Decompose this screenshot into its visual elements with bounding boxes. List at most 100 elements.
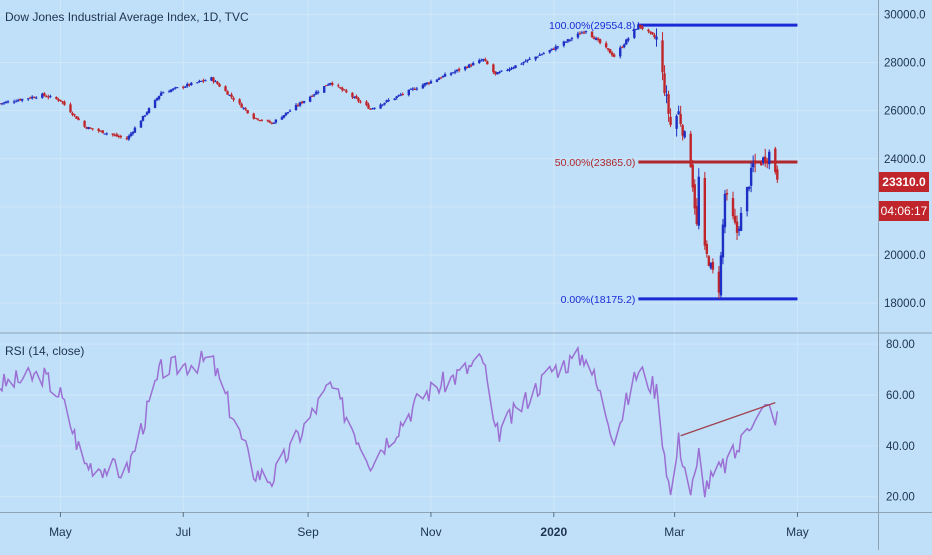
candle-body — [623, 44, 626, 48]
candle-body — [580, 32, 584, 34]
candle-body — [272, 122, 276, 124]
candle-body — [339, 87, 342, 89]
candle-body — [294, 104, 298, 111]
candle-body — [99, 130, 102, 132]
candle-body — [478, 60, 481, 64]
last-price-label: 23310.0 — [882, 175, 926, 189]
time-tick-label: Nov — [420, 525, 441, 539]
candle-body — [385, 100, 388, 102]
candle-body — [711, 261, 715, 270]
candle-body — [705, 243, 709, 254]
candle-body — [429, 81, 433, 84]
candle-body — [274, 119, 278, 123]
candle-body — [383, 102, 386, 105]
candle-body — [737, 228, 741, 231]
candle-body — [494, 71, 497, 74]
candle-body — [693, 184, 696, 209]
candle-body — [119, 135, 123, 138]
candle-body — [200, 80, 203, 82]
candle-body — [548, 50, 551, 53]
candle-body — [689, 133, 692, 168]
candle-body — [584, 31, 588, 33]
candle-body — [520, 63, 523, 65]
candle-body — [457, 68, 461, 71]
candle-body — [47, 96, 50, 98]
candle-body — [228, 94, 231, 96]
candle-body — [441, 75, 445, 78]
candle-body — [0, 103, 2, 105]
candle-body — [238, 99, 241, 104]
candle-body — [610, 52, 614, 56]
candle-body — [675, 115, 678, 129]
candle-body — [679, 113, 682, 124]
candle-body — [409, 88, 413, 90]
candle-body — [774, 148, 777, 173]
candle-body — [20, 98, 24, 101]
candle-body — [627, 38, 630, 41]
candle-body — [97, 128, 100, 132]
candle-body — [212, 77, 215, 82]
candle-body — [421, 84, 425, 89]
candle-body — [266, 120, 270, 122]
candle-body — [536, 56, 539, 58]
candle-body — [127, 135, 131, 140]
candle-body — [218, 84, 221, 87]
fib-level-label: 50.00%(23865.0) — [555, 157, 636, 169]
candle-body — [6, 101, 10, 103]
candle-body — [747, 186, 751, 190]
price-tick-label: 20000.0 — [884, 250, 926, 262]
candle-body — [415, 88, 419, 90]
candle-body — [286, 112, 290, 114]
candle-body — [455, 69, 459, 71]
candle-body — [204, 80, 207, 82]
candle-body — [641, 26, 644, 29]
candle-body — [367, 104, 370, 109]
candle-body — [101, 130, 104, 134]
candle-body — [542, 53, 545, 55]
candle-body — [401, 93, 404, 95]
rsi-divergence-trendline[interactable] — [680, 402, 776, 437]
candle-body — [612, 54, 616, 57]
candle-body — [725, 193, 729, 195]
candle-body — [745, 187, 749, 212]
time-tick-label: 2020 — [540, 525, 567, 539]
candle-body — [373, 107, 376, 109]
rsi-pane-background — [0, 334, 878, 512]
candle-body — [683, 131, 686, 138]
candle-body — [598, 39, 602, 44]
candle-body — [667, 94, 670, 114]
candle-body — [12, 101, 16, 103]
candle-body — [663, 73, 666, 94]
candle-body — [103, 133, 106, 135]
candle-body — [147, 108, 151, 113]
candle-body — [568, 39, 572, 41]
time-tick-label: May — [786, 525, 809, 539]
candle-body — [762, 157, 765, 163]
candle-body — [242, 107, 245, 109]
candle-body — [717, 271, 721, 293]
price-pane-background — [0, 0, 878, 332]
candle-body — [749, 167, 753, 186]
candle-body — [296, 105, 300, 107]
candle-body — [506, 69, 509, 71]
candle-body — [169, 89, 173, 92]
candle-body — [735, 221, 739, 233]
candle-body — [608, 49, 612, 54]
candle-body — [55, 96, 58, 99]
candle-body — [188, 83, 191, 86]
candle-body — [141, 115, 145, 121]
candle-body — [155, 98, 159, 101]
last-price-box — [879, 172, 929, 192]
candle-body — [355, 96, 358, 99]
candle-body — [159, 92, 163, 96]
candle-body — [105, 133, 108, 135]
candle-body — [75, 116, 78, 119]
candle-body — [594, 38, 598, 40]
candle-body — [528, 58, 531, 60]
candle-body — [2, 102, 6, 104]
candle-body — [343, 89, 346, 91]
candle-body — [125, 137, 129, 140]
candle-body — [437, 78, 441, 80]
candle-body — [570, 38, 574, 40]
